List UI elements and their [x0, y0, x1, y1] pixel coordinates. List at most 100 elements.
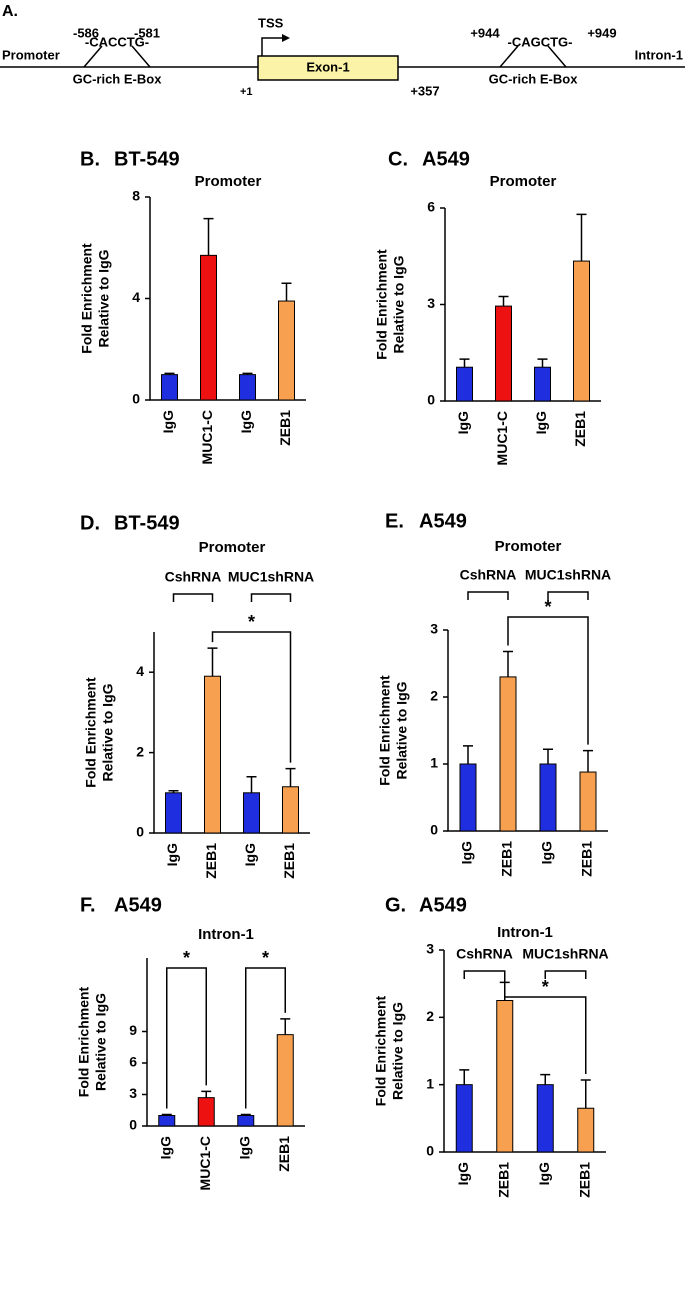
x-tick-label: ZEB1: [203, 843, 219, 879]
cell-line: A549: [419, 894, 467, 916]
ebox1-seq: -CACCTG-: [85, 34, 149, 49]
y-tick-label: 3: [129, 1085, 137, 1101]
chart-panel: F. A549 Intron-1 Fold Enrichment Relative to…: [76, 894, 305, 1190]
exon-end: +357: [410, 83, 439, 98]
x-tick-label: IgG: [238, 410, 254, 433]
y-axis-label: Relative to IgG: [390, 1002, 406, 1100]
group-label: CshRNA: [460, 567, 517, 583]
bar: [455, 1084, 473, 1153]
error-bar: [543, 748, 553, 764]
bar: [573, 260, 590, 402]
promoter-label: Promoter: [2, 47, 60, 62]
x-tick-label: ZEB1: [495, 1162, 511, 1198]
error-bar: [498, 295, 509, 307]
x-tick-label: IgG: [459, 841, 475, 864]
group-bracket: [250, 593, 292, 602]
tss-arrowhead: [282, 34, 290, 42]
group-bracket: [547, 591, 589, 600]
error-bar: [285, 767, 296, 787]
error-bar: [576, 213, 587, 262]
y-axis-label: Fold Enrichment: [76, 986, 92, 1097]
y-tick-label: 0: [129, 1117, 137, 1133]
ebox2-end: +949: [587, 25, 616, 40]
y-tick-label: 2: [136, 743, 144, 759]
bar: [495, 305, 512, 402]
y-tick-label: 8: [132, 188, 140, 204]
group-label: MUC1shRNA: [228, 569, 314, 585]
bar: [200, 254, 217, 401]
bar: [158, 1115, 176, 1127]
y-tick-label: 4: [136, 663, 144, 679]
y-tick-label: 4: [132, 289, 140, 305]
ebox2-start: +944: [470, 25, 500, 40]
error-bar: [537, 358, 548, 368]
y-tick-label: 0: [136, 824, 144, 840]
tss-arrow: [261, 37, 282, 56]
bar: [165, 792, 182, 834]
x-tick-label: MUC1-C: [199, 410, 215, 464]
x-tick-label: IgG: [160, 410, 176, 433]
chart-title: Intron-1: [497, 924, 553, 941]
error-bar: [161, 1113, 172, 1116]
significance-label: *: [542, 977, 549, 997]
y-tick-label: 3: [426, 941, 434, 957]
cell-line: A549: [419, 510, 467, 532]
y-tick-label: 1: [426, 1075, 434, 1091]
ebox2-seq: -CAGCTG-: [508, 34, 573, 49]
bar: [161, 374, 178, 401]
bar: [579, 771, 597, 832]
error-bar: [463, 745, 473, 764]
x-tick-label: IgG: [242, 843, 258, 866]
y-axis-label: Relative to IgG: [391, 255, 407, 353]
y-tick-label: 0: [132, 391, 140, 407]
y-tick-label: 0: [427, 392, 435, 408]
x-tick-label: ZEB1: [572, 411, 588, 447]
bar: [239, 374, 256, 401]
ebox1-name: GC-rich E-Box: [73, 71, 163, 86]
group-label: MUC1shRNA: [525, 567, 611, 583]
cell-line: BT-549: [114, 148, 180, 170]
y-tick-label: 2: [426, 1008, 434, 1024]
significance-label: *: [183, 948, 190, 968]
error-bar: [580, 1079, 591, 1109]
x-tick-label: IgG: [539, 841, 555, 864]
y-axis-label: Fold Enrichment: [83, 677, 99, 788]
panel-label: C.: [388, 148, 408, 170]
bar: [456, 366, 473, 402]
x-tick-label: IgG: [164, 843, 180, 866]
panel-label: D.: [80, 512, 100, 534]
ebox1-start: -586: [73, 25, 99, 40]
y-axis-label: Relative to IgG: [394, 681, 410, 779]
error-bar: [503, 650, 513, 677]
tss-label: TSS: [258, 15, 284, 30]
y-tick-label: 6: [129, 1054, 137, 1070]
bar: [577, 1107, 595, 1153]
ebox2-lines: [499, 45, 567, 68]
error-bar: [583, 749, 593, 773]
significance-bracket: [504, 976, 587, 1074]
group-label: MUC1shRNA: [522, 946, 608, 962]
error-bar: [203, 217, 214, 256]
bar: [204, 675, 221, 834]
ebox2-name: GC-rich E-Box: [489, 71, 579, 86]
exon-label: Exon-1: [306, 59, 349, 74]
x-tick-label: IgG: [455, 1162, 471, 1185]
x-tick-label: IgG: [157, 1136, 173, 1159]
bar: [534, 366, 551, 402]
chart-panel: D. BT-549 Promoter Fold Enrichment Relative …: [80, 512, 314, 879]
error-bar: [242, 372, 253, 375]
panel-label: E.: [385, 510, 404, 532]
y-tick-label: 9: [129, 1022, 137, 1038]
bar: [496, 1000, 514, 1153]
error-bar: [281, 282, 292, 302]
x-tick-label: IgG: [536, 1162, 552, 1185]
error-bar: [280, 1018, 291, 1035]
y-axis-label: Fold Enrichment: [373, 995, 389, 1106]
bar: [536, 1084, 554, 1153]
bar: [276, 1034, 294, 1127]
x-tick-label: IgG: [533, 411, 549, 434]
y-tick-label: 0: [430, 822, 438, 838]
chart-panel: C. A549 Promoter Fold Enrichment Relative to…: [374, 148, 601, 465]
ebox1-lines: [83, 45, 151, 68]
cell-line: A549: [422, 148, 470, 170]
